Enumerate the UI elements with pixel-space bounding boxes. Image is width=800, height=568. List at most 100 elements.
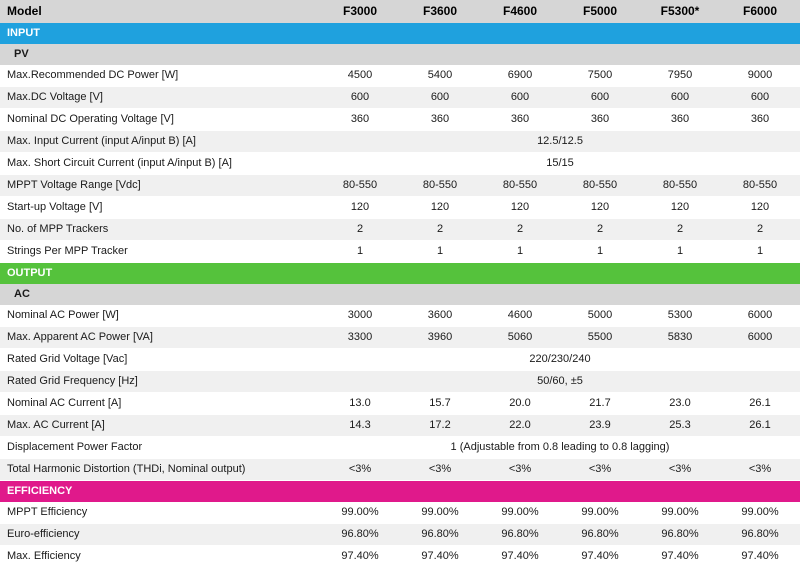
model-name: F6000 — [720, 0, 800, 23]
spec-value: 97.40% — [640, 545, 720, 568]
spec-row: Max. Short Circuit Current (input A/inpu… — [0, 152, 800, 175]
spec-value: 5300 — [640, 305, 720, 327]
spec-value-shared: 1 (Adjustable from 0.8 leading to 0.8 la… — [320, 436, 800, 459]
spec-value: <3% — [560, 458, 640, 481]
spec-value: <3% — [720, 458, 800, 481]
spec-label: Rated Grid Frequency [Hz] — [0, 370, 320, 393]
model-name: F5300* — [640, 0, 720, 23]
spec-value: <3% — [400, 458, 480, 481]
spec-value: 23.9 — [560, 414, 640, 437]
spec-row: Nominal DC Operating Voltage [V] 360 360 36… — [0, 108, 800, 131]
spec-row: Strings Per MPP Tracker 1 1 1 1 1 1 — [0, 240, 800, 263]
spec-row: Displacement Power Factor 1 (Adjustable f… — [0, 436, 800, 459]
spec-value: 1 — [720, 240, 800, 263]
spec-value: 80-550 — [560, 174, 640, 197]
spec-value: 26.1 — [720, 392, 800, 415]
subsection-header-output: AC — [0, 284, 800, 305]
spec-label: Displacement Power Factor — [0, 436, 320, 459]
spec-value: 96.80% — [640, 523, 720, 546]
spec-value: 80-550 — [720, 174, 800, 197]
spec-value: 120 — [480, 196, 560, 219]
spec-value: 80-550 — [320, 174, 400, 197]
spec-value: 3960 — [400, 326, 480, 349]
spec-value: 360 — [400, 108, 480, 131]
spec-value: 3000 — [320, 305, 400, 327]
spec-value: 17.2 — [400, 414, 480, 437]
spec-value: 360 — [480, 108, 560, 131]
spec-label: Total Harmonic Distortion (THDi, Nominal… — [0, 458, 320, 481]
spec-value-shared: 220/230/240 — [320, 348, 800, 371]
spec-value: 120 — [560, 196, 640, 219]
section-header-efficiency: EFFICIENCY — [0, 480, 800, 502]
spec-value: 99.00% — [320, 502, 400, 524]
spec-value: 96.80% — [560, 523, 640, 546]
spec-value: 1 — [320, 240, 400, 263]
section-title: INPUT — [0, 23, 800, 44]
spec-value: 97.40% — [400, 545, 480, 568]
spec-value: 7950 — [640, 65, 720, 87]
spec-row: MPPT Efficiency 99.00% 99.00% 99.00% 99.00% 9… — [0, 502, 800, 524]
section-header-output: OUTPUT — [0, 262, 800, 284]
spec-label: Max. Efficiency — [0, 545, 320, 568]
spec-row: Max. AC Current [A] 14.3 17.2 22.0 23.9 25.3 2… — [0, 414, 800, 437]
spec-value: 22.0 — [480, 414, 560, 437]
spec-value: 4500 — [320, 65, 400, 87]
spec-value: 2 — [480, 218, 560, 241]
subsection-header-input: PV — [0, 44, 800, 65]
spec-value: 96.80% — [400, 523, 480, 546]
spec-value: 6000 — [720, 305, 800, 327]
spec-value: 2 — [560, 218, 640, 241]
spec-value-shared: 15/15 — [320, 152, 800, 175]
spec-label: No. of MPP Trackers — [0, 218, 320, 241]
spec-row: Max. Efficiency 97.40% 97.40% 97.40% 97.40% 9… — [0, 545, 800, 568]
spec-value: <3% — [320, 458, 400, 481]
spec-value: 600 — [640, 86, 720, 109]
spec-row: No. of MPP Trackers 2 2 2 2 2 2 — [0, 218, 800, 241]
spec-value: 6900 — [480, 65, 560, 87]
spec-value: 80-550 — [400, 174, 480, 197]
spec-row: Euro-efficiency 96.80% 96.80% 96.80% 96.80% 9… — [0, 523, 800, 546]
spec-value-shared: 50/60, ±5 — [320, 370, 800, 393]
spec-value: 20.0 — [480, 392, 560, 415]
spec-value: 600 — [720, 86, 800, 109]
spec-label: Nominal AC Power [W] — [0, 305, 320, 327]
spec-value: 360 — [720, 108, 800, 131]
model-header-row: Model F3000 F3600 F4600 F5000 F5300* F60… — [0, 0, 800, 23]
spec-row: MPPT Voltage Range [Vdc] 80-550 80-550 80-5… — [0, 174, 800, 197]
spec-value: 120 — [400, 196, 480, 219]
spec-value: 1 — [480, 240, 560, 263]
spec-value: 97.40% — [480, 545, 560, 568]
spec-value: 23.0 — [640, 392, 720, 415]
spec-row: Total Harmonic Distortion (THDi, Nominal… — [0, 458, 800, 481]
spec-label: Max. AC Current [A] — [0, 414, 320, 437]
spec-value: 360 — [320, 108, 400, 131]
spec-label: Max.Recommended DC Power [W] — [0, 65, 320, 87]
spec-value: 80-550 — [640, 174, 720, 197]
spec-value: 120 — [640, 196, 720, 219]
spec-value: 6000 — [720, 326, 800, 349]
spec-row: Rated Grid Voltage [Vac] 220/230/240 — [0, 348, 800, 371]
section-header-input: INPUT — [0, 23, 800, 44]
spec-value: 14.3 — [320, 414, 400, 437]
spec-value: 360 — [640, 108, 720, 131]
spec-value: 600 — [400, 86, 480, 109]
spec-value: 1 — [640, 240, 720, 263]
model-name: F5000 — [560, 0, 640, 23]
spec-value: 3300 — [320, 326, 400, 349]
spec-label: Max.DC Voltage [V] — [0, 86, 320, 109]
spec-value: 5830 — [640, 326, 720, 349]
spec-value: 600 — [480, 86, 560, 109]
spec-value: 5060 — [480, 326, 560, 349]
subsection-title: PV — [0, 44, 800, 65]
model-name: F3600 — [400, 0, 480, 23]
spec-value: 5000 — [560, 305, 640, 327]
spec-value: <3% — [640, 458, 720, 481]
spec-value: 97.40% — [720, 545, 800, 568]
spec-value: 360 — [560, 108, 640, 131]
spec-label: MPPT Efficiency — [0, 502, 320, 524]
spec-value: 5500 — [560, 326, 640, 349]
spec-value: 120 — [720, 196, 800, 219]
spec-row: Max.Recommended DC Power [W] 4500 5400 6900… — [0, 65, 800, 87]
spec-value: 2 — [720, 218, 800, 241]
model-header-label: Model — [0, 0, 320, 23]
